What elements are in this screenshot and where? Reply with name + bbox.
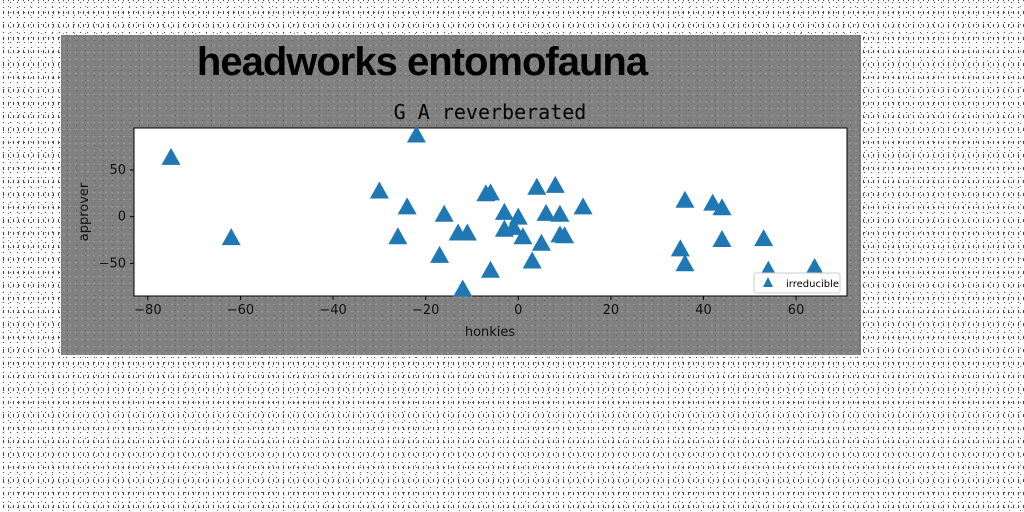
data-point — [388, 227, 408, 245]
data-point — [481, 260, 500, 278]
data-point — [675, 254, 695, 272]
scatter-points — [161, 125, 825, 297]
data-point — [545, 175, 565, 193]
data-point — [573, 197, 593, 215]
data-point — [430, 245, 450, 263]
data-point — [531, 233, 551, 251]
legend-box — [753, 272, 841, 294]
legend-label: irreducible — [786, 279, 839, 290]
data-point — [369, 181, 389, 199]
data-point — [536, 203, 556, 221]
y-tick-label: 0 — [118, 210, 126, 225]
data-point — [550, 204, 570, 222]
x-tick-label: −20 — [412, 303, 439, 318]
data-point — [513, 227, 533, 245]
legend-marker — [763, 277, 773, 287]
data-point — [397, 197, 417, 215]
x-axis: −80 −60 −40 −20 0 20 40 60 — [134, 296, 804, 318]
data-point — [670, 239, 690, 257]
data-point — [504, 217, 524, 235]
data-point — [508, 207, 528, 225]
data-point — [712, 198, 732, 216]
x-tick-label: −60 — [227, 303, 254, 318]
data-point — [675, 190, 695, 208]
y-tick-label: 50 — [109, 163, 126, 178]
data-point — [494, 202, 514, 220]
data-point — [527, 177, 547, 195]
x-tick-label: −80 — [134, 303, 161, 318]
chart-svg: headworks entomofauna G A reverberated −… — [77, 40, 848, 340]
chart-suptitle: headworks entomofauna — [197, 40, 649, 84]
chart-figure: headworks entomofauna G A reverberated −… — [61, 35, 861, 355]
x-tick-label: 60 — [788, 303, 805, 318]
data-point — [221, 228, 241, 246]
data-point — [453, 279, 473, 297]
data-point — [522, 251, 542, 269]
data-point — [457, 223, 477, 241]
data-point — [712, 230, 732, 247]
y-tick-label: −50 — [99, 256, 126, 271]
x-tick-label: 40 — [695, 303, 712, 318]
data-point — [406, 125, 426, 143]
legend: irreducible — [753, 272, 841, 294]
x-axis-label: honkies — [465, 325, 516, 340]
chart-title: G A reverberated — [394, 100, 587, 124]
y-axis: −50 0 50 — [99, 163, 134, 271]
data-point — [481, 183, 500, 201]
x-tick-label: −40 — [319, 303, 346, 318]
data-point — [434, 204, 454, 222]
x-tick-label: 20 — [603, 303, 620, 318]
data-point — [555, 226, 575, 244]
data-point — [805, 258, 825, 275]
data-point — [754, 229, 774, 247]
data-point — [161, 147, 181, 165]
y-axis-label: approver — [77, 182, 92, 241]
x-tick-label: 0 — [514, 303, 522, 318]
